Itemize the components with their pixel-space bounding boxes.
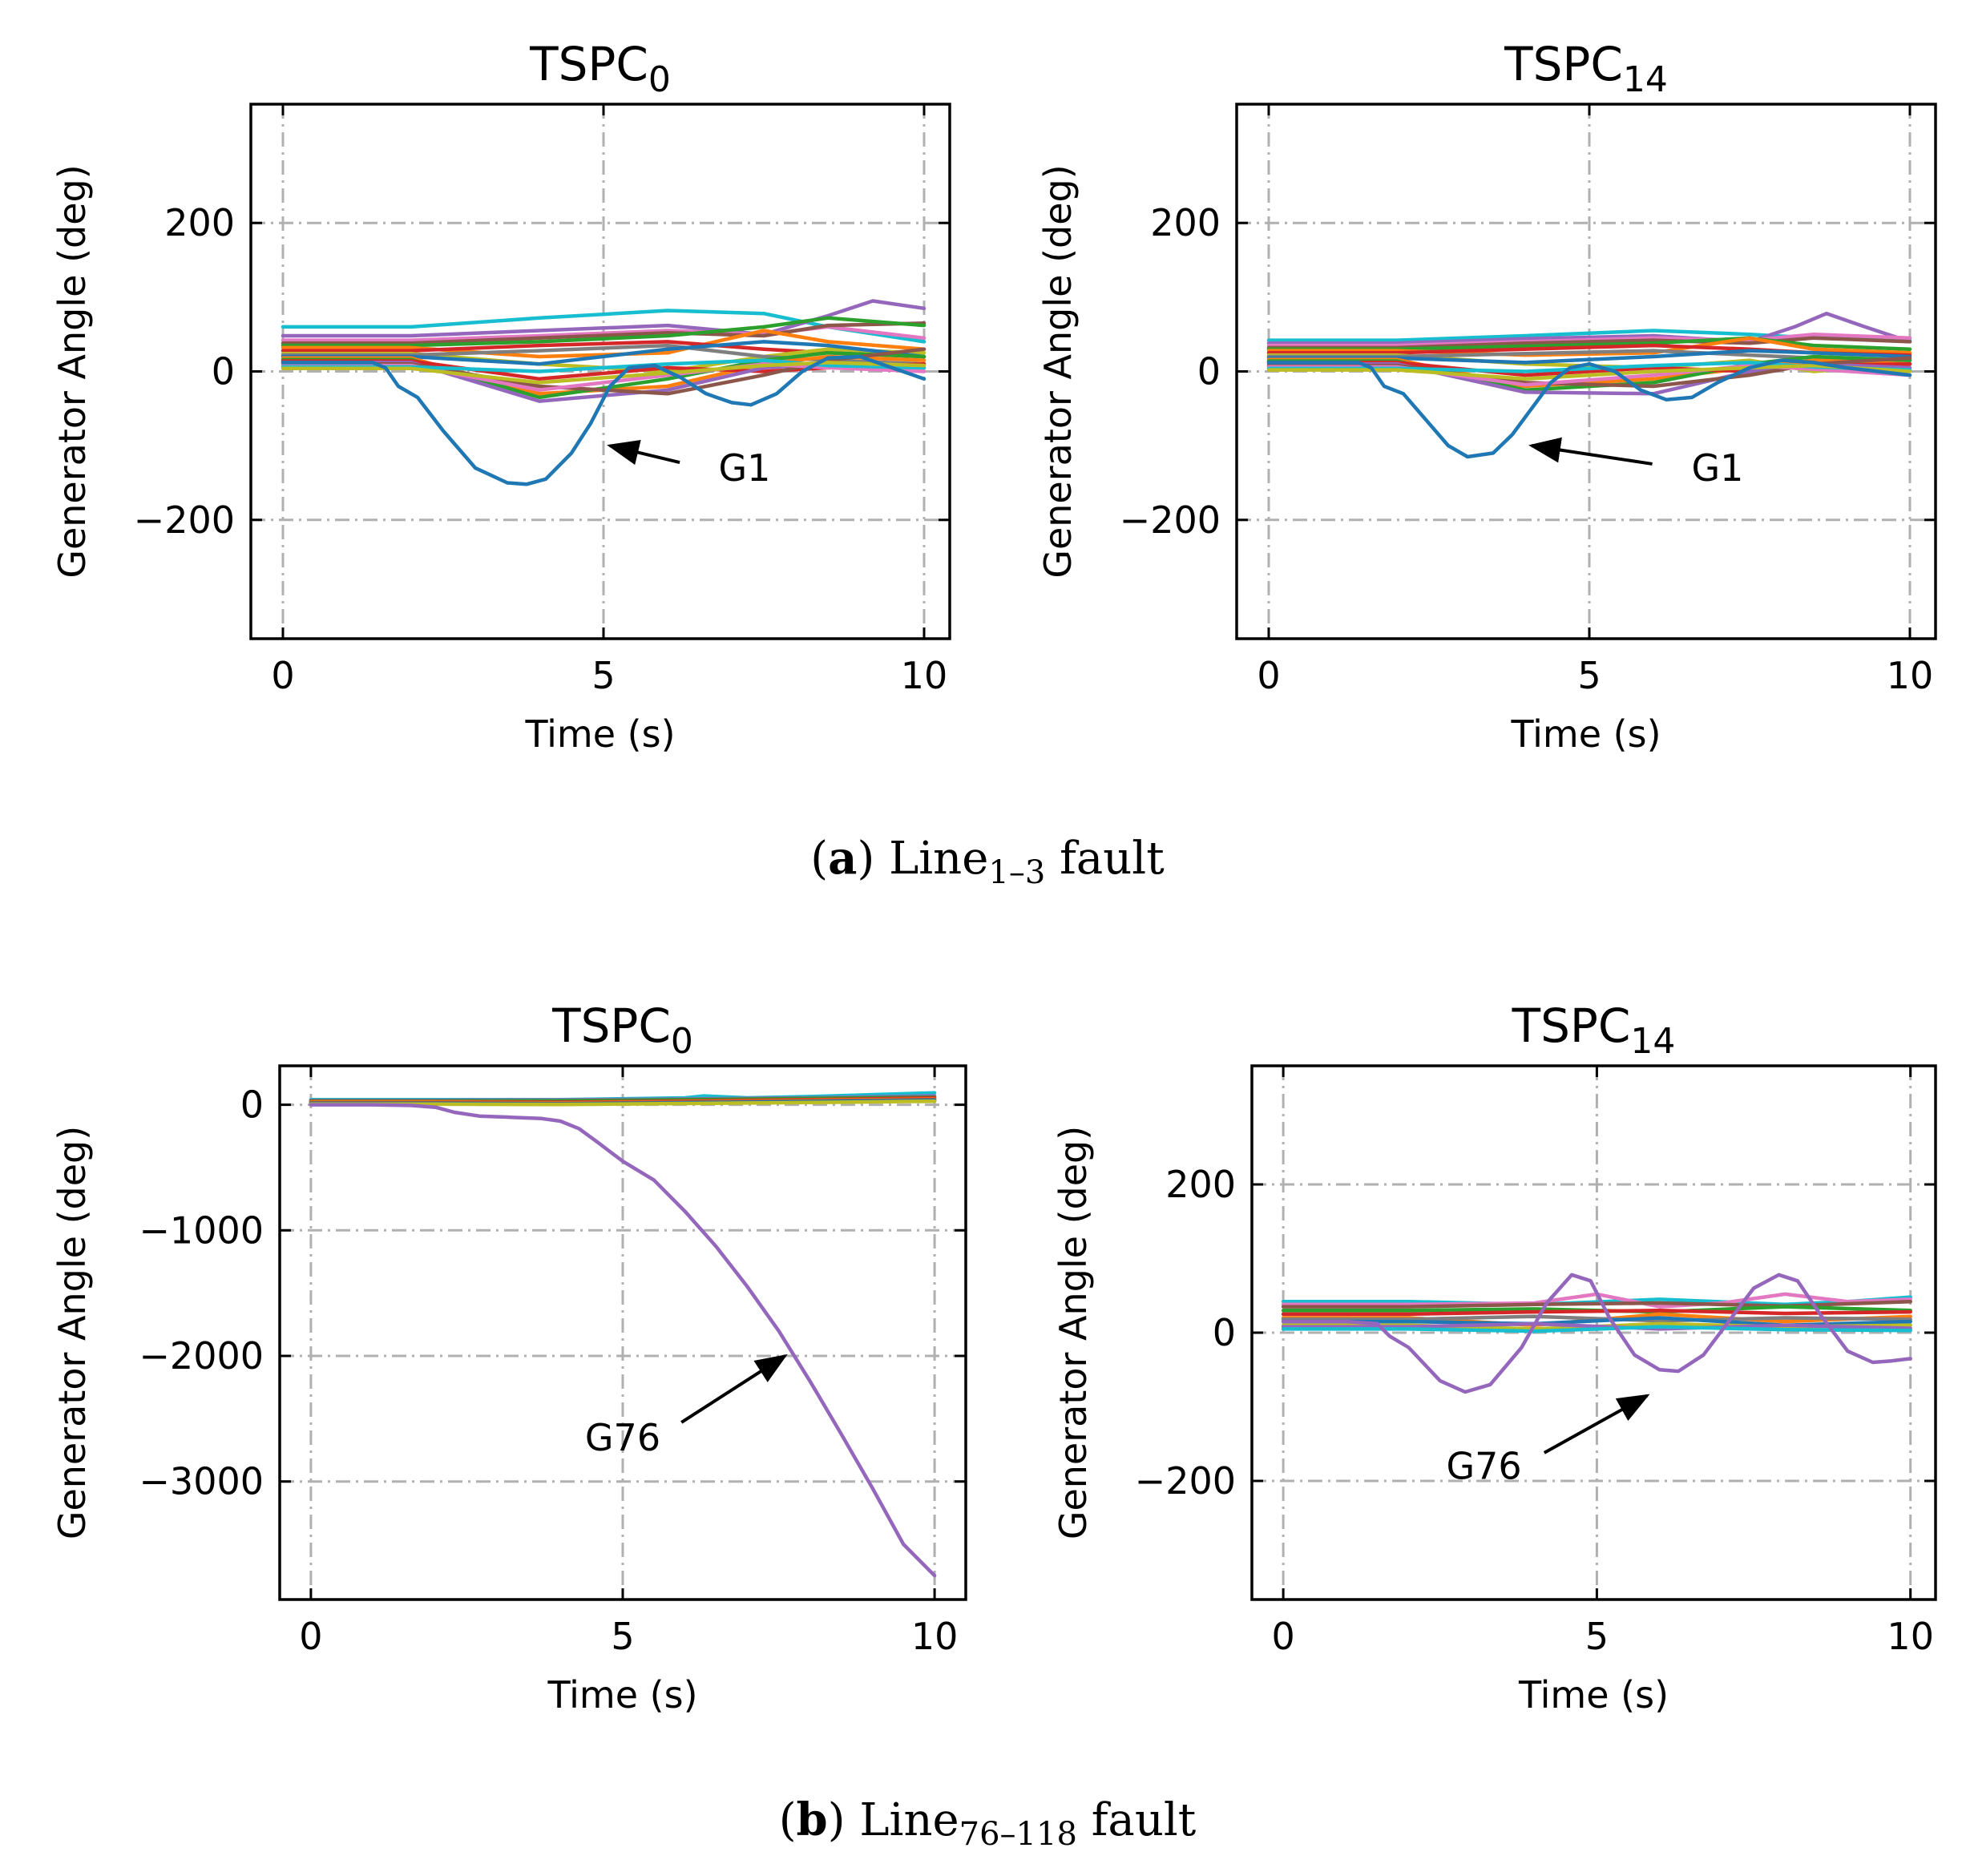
chart-title: TSPC14: [1512, 999, 1676, 1062]
series-line: [1281, 1299, 1912, 1309]
series-line: [1281, 1309, 1912, 1317]
caption-a: (a) Line1–3 fault: [810, 832, 1165, 891]
series-line: [281, 316, 926, 348]
x-tick-label: 0: [1271, 1615, 1294, 1658]
caption-b: (b) Line76–118 fault: [779, 1793, 1197, 1853]
y-tick-label: 0: [1213, 1311, 1236, 1354]
y-axis-label: Generator Angle (deg): [1036, 164, 1080, 578]
series-line: [1281, 1314, 1912, 1323]
series-line-g76: [309, 1103, 937, 1578]
chart-title: TSPC0: [551, 999, 693, 1062]
annotation-label: G1: [719, 446, 771, 490]
x-tick-label: 0: [299, 1615, 322, 1658]
x-tick-label: 5: [1585, 1615, 1609, 1658]
annotation-arrow: [680, 1354, 788, 1424]
y-tick-label: −200: [1135, 1459, 1236, 1503]
annotation-label: G1: [1692, 446, 1744, 490]
series-line: [1281, 1292, 1912, 1309]
x-axis-label: Time (s): [524, 712, 675, 756]
y-tick-label: −3000: [139, 1460, 264, 1503]
x-axis-label: Time (s): [547, 1673, 697, 1717]
x-tick-label: 5: [611, 1615, 634, 1658]
series-group: [1281, 1273, 1912, 1394]
x-axis-label: Time (s): [1510, 712, 1661, 756]
chart-panel-b-right: 0 5 10 −200 0 200 Time (s) Generator Angle (deg…: [1052, 999, 1937, 1717]
chart-title: TSPC14: [1504, 37, 1668, 100]
chart-panel-b-left: 0 5 10 −3000 −2000 −1000 0 Time (s) Generator An…: [50, 999, 967, 1717]
series-line: [1266, 363, 1912, 381]
x-tick-label: 10: [1887, 654, 1934, 697]
series-line: [1266, 332, 1912, 348]
annotation-arrow: [607, 439, 680, 466]
series-line-g1: [1266, 358, 1912, 459]
series-line: [1266, 336, 1912, 357]
x-tick-label: 10: [1887, 1615, 1934, 1658]
x-axis-label: Time (s): [1518, 1673, 1669, 1717]
series-line-g76: [1281, 1273, 1912, 1394]
x-tick-label: 5: [1577, 654, 1601, 697]
x-tick-label: 10: [901, 654, 948, 697]
series-line: [281, 321, 926, 345]
series-line: [281, 329, 926, 359]
annotation-label: G76: [1446, 1445, 1521, 1488]
y-tick-label: 0: [212, 350, 235, 393]
series-group: [281, 299, 926, 486]
annotation-arrow: [1528, 437, 1653, 466]
x-tick-label: 0: [1257, 654, 1280, 697]
y-tick-label: 0: [240, 1083, 264, 1127]
y-axis-label: Generator Angle (deg): [50, 1126, 94, 1539]
x-tick-label: 0: [271, 654, 294, 697]
chart-panel-a-right: 0 5 10 −200 0 200 Time (s) Generator Angle (deg…: [1036, 37, 1937, 756]
y-tick-label: −200: [134, 498, 235, 542]
y-tick-label: 200: [164, 201, 235, 244]
y-tick-label: −1000: [139, 1208, 264, 1252]
x-tick-label: 5: [591, 654, 615, 697]
y-tick-label: −2000: [139, 1334, 264, 1378]
chart-title: TSPC0: [529, 37, 671, 100]
annotation-arrow: [1543, 1394, 1650, 1454]
series-line: [1281, 1325, 1912, 1333]
chart-panel-a-left: 0 5 10 −200 0 200 Time (s) Generator Angle (deg…: [50, 37, 951, 756]
y-tick-label: 200: [1150, 201, 1221, 244]
y-tick-label: 0: [1197, 350, 1221, 393]
y-axis-label: Generator Angle (deg): [1052, 1126, 1095, 1539]
series-line: [1281, 1321, 1912, 1331]
x-tick-label: 10: [911, 1615, 959, 1658]
y-tick-label: 200: [1165, 1163, 1236, 1206]
annotation-label: G76: [585, 1416, 660, 1459]
y-tick-label: −200: [1120, 498, 1221, 542]
series-group: [1266, 311, 1912, 459]
y-axis-label: Generator Angle (deg): [50, 164, 94, 578]
series-group: [309, 1091, 937, 1578]
series-line-g1: [281, 354, 926, 486]
